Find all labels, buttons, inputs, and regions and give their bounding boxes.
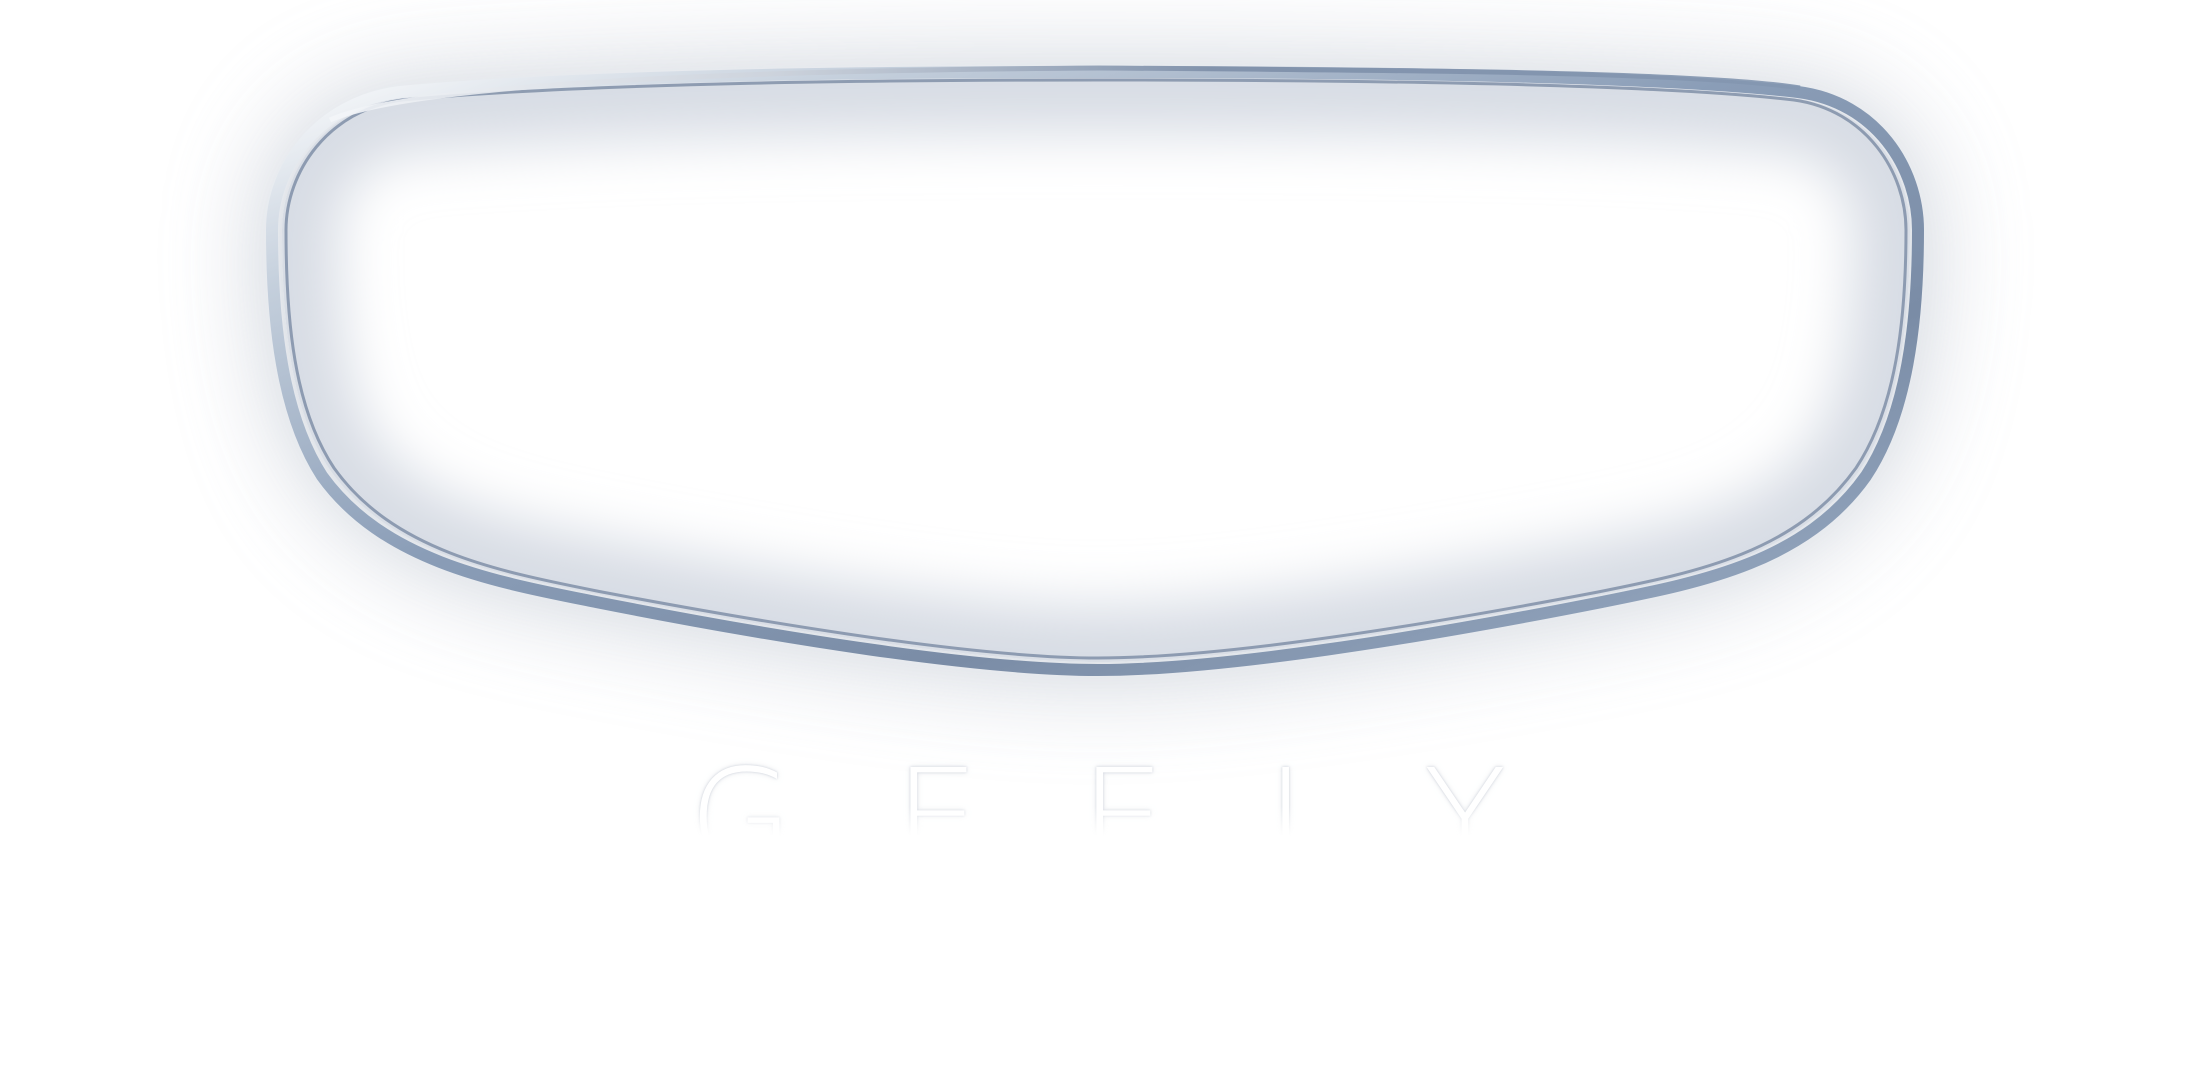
bottom-fade (0, 820, 2195, 1086)
emblem-rim-inner-line (284, 78, 1908, 660)
emblem-top-glint (328, 65, 1801, 123)
emblem-face (282, 78, 1910, 662)
emblem-rim (265, 65, 1925, 677)
